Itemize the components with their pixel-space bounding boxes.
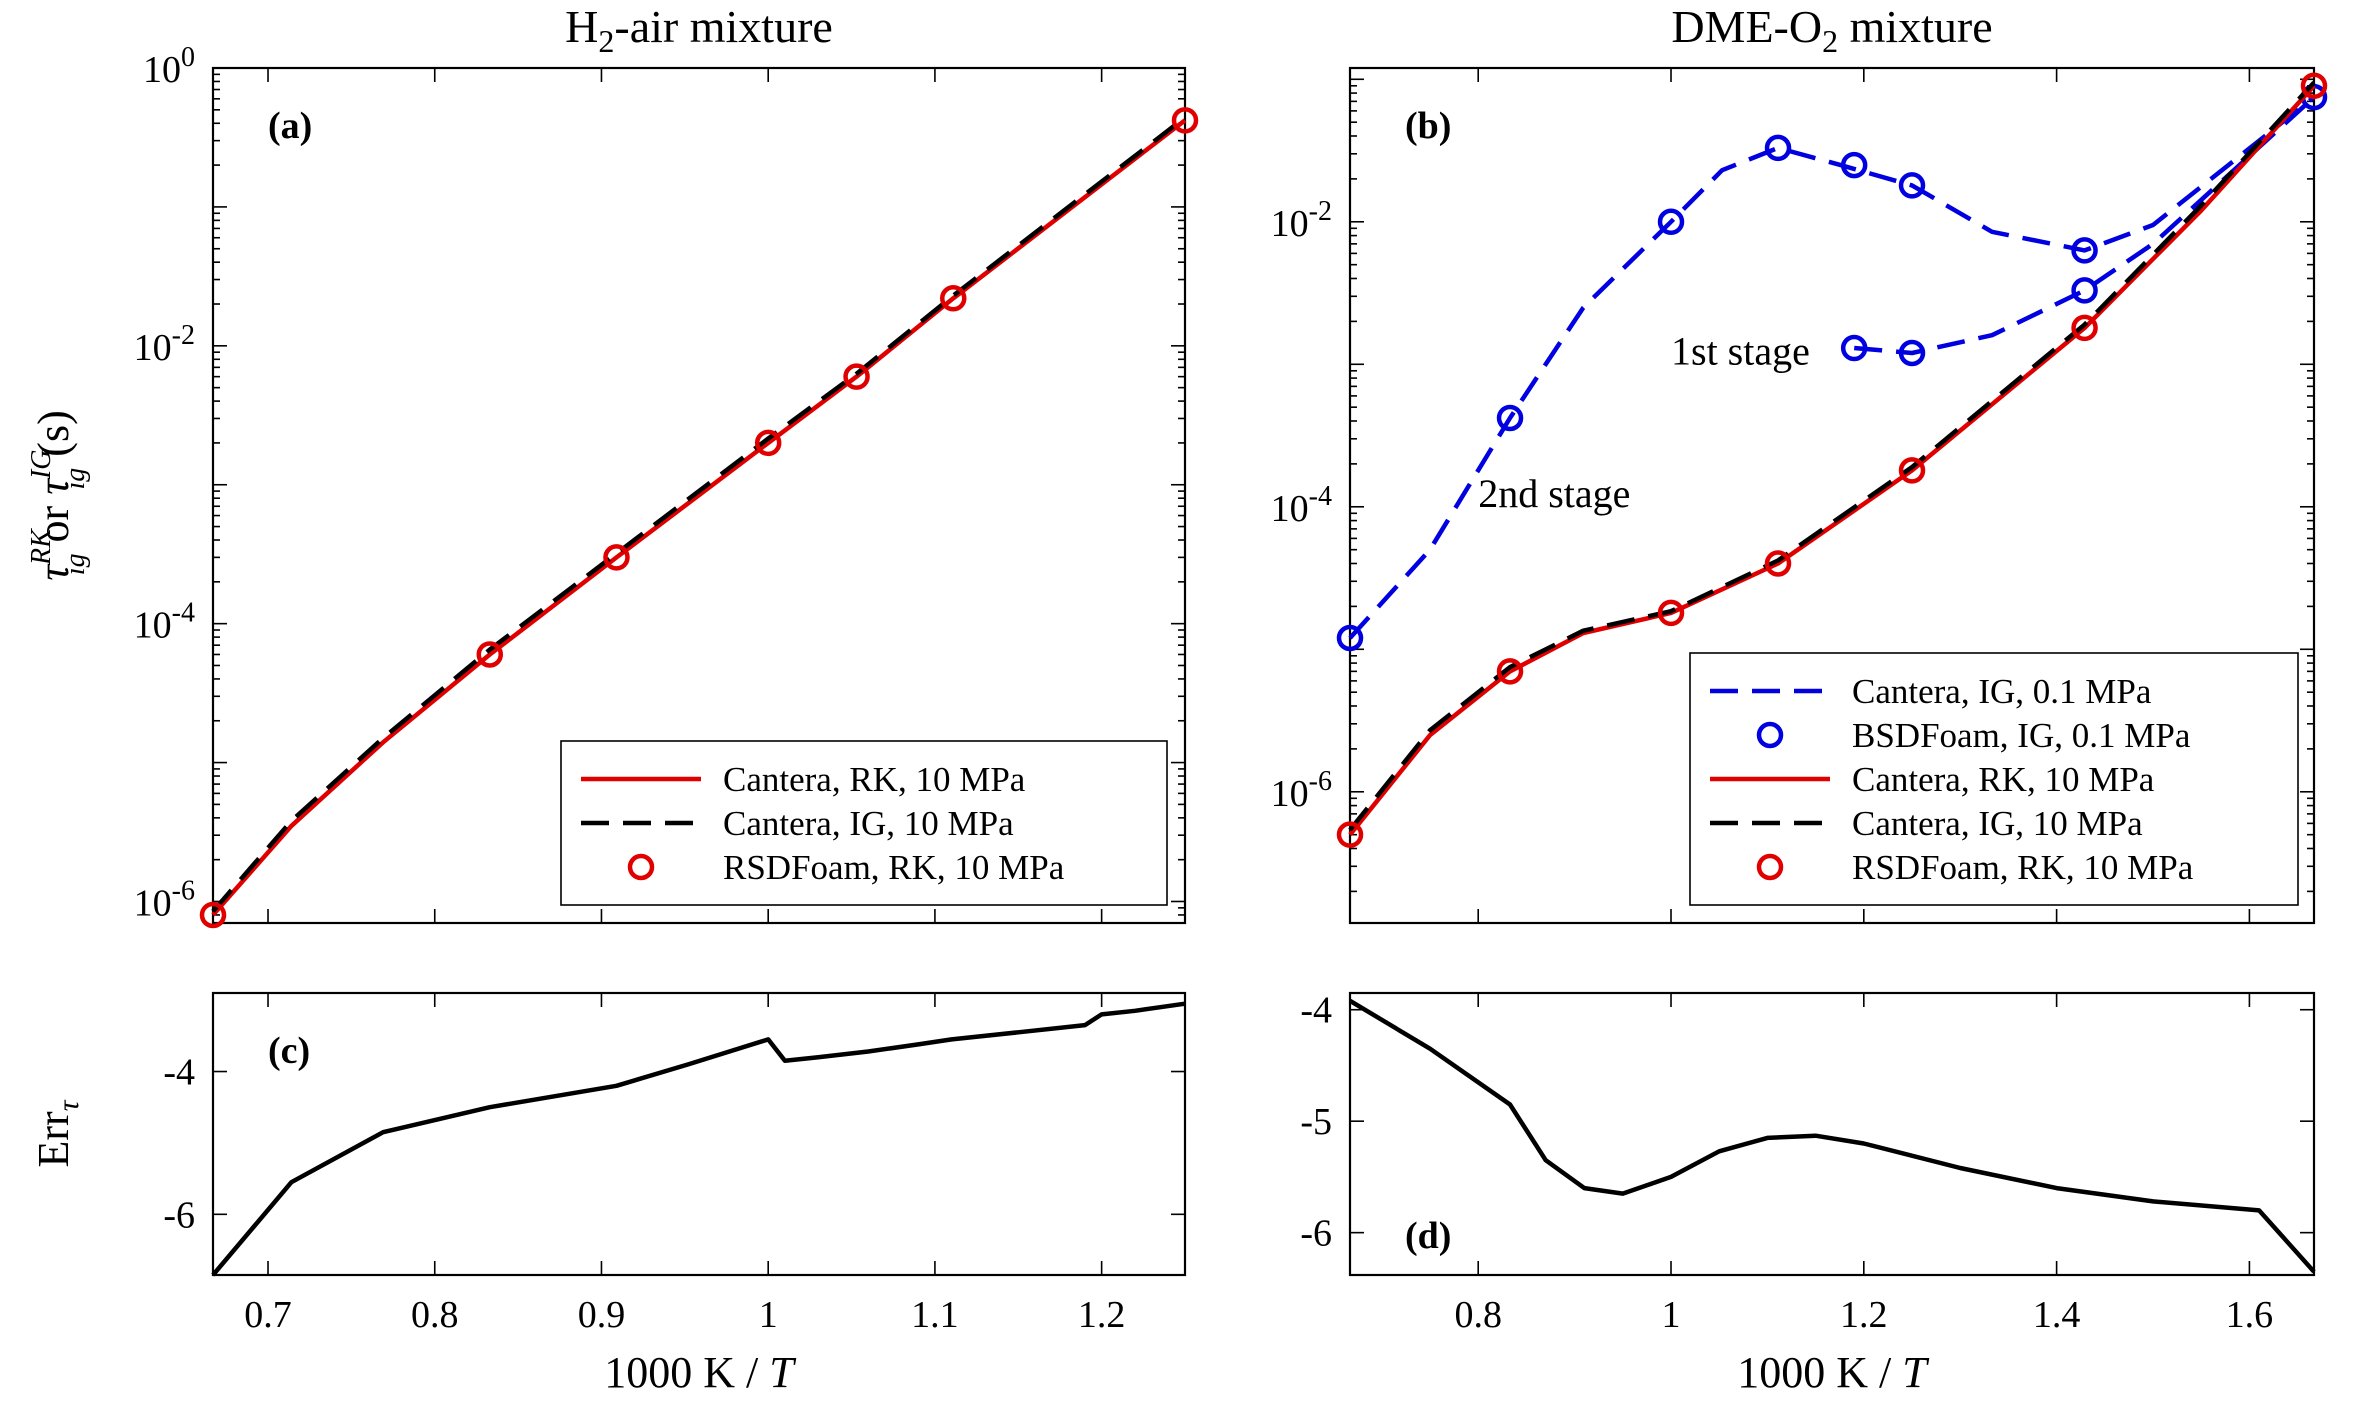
x-tick-label: 0.8 [1454, 1294, 1502, 1336]
legend-entry-label: Cantera, IG, 0.1 MPa [1852, 672, 2152, 711]
data-point [1496, 404, 1524, 432]
y-tick-label: -4 [1300, 990, 1332, 1032]
legend-box [560, 740, 1168, 906]
legend-entry-label: BSDFoam, IG, 0.1 MPa [1852, 716, 2191, 755]
data-point [1764, 134, 1792, 162]
panel-d: -6 -5 -4 0.8 1 1.2 1.4 1.6 1000 K / T (d) [1300, 990, 2316, 1397]
data-point [1336, 821, 1364, 848]
chart-title: DME-O2 mixture [1671, 1, 1992, 59]
legend-entry-label: Cantera, RK, 10 MPa [723, 760, 1026, 799]
data-point [2071, 277, 2098, 304]
data-point [1171, 107, 1199, 134]
y-axis-label: Errτ [29, 1099, 85, 1167]
series-line [211, 118, 1187, 917]
data-point [1898, 339, 1926, 367]
legend-marker [1756, 721, 1784, 749]
axes-frame [211, 991, 1187, 1277]
legend-entry-label: Cantera, IG, 10 MPa [723, 804, 1014, 843]
annotation-label: 2nd stage [1478, 471, 1630, 516]
x-tick-label: 1 [759, 1294, 778, 1336]
data-point [940, 285, 967, 312]
series-line [211, 1001, 1186, 1277]
y-tick-label: -4 [163, 1052, 195, 1094]
x-tick-label: 0.7 [244, 1294, 292, 1336]
y-tick-label: 10-2 [134, 320, 195, 369]
data-point [1898, 172, 1926, 199]
x-tick-label: 1.6 [2226, 1294, 2274, 1336]
data-point [754, 429, 782, 457]
data-point [1336, 624, 1364, 652]
legend-entry-label: RSDFoam, RK, 10 MPa [1852, 848, 2194, 887]
series-line [1348, 95, 2316, 640]
data-point [476, 641, 504, 668]
panel-b: 10-6 10-4 10-2 DME-O2 mixture (b) 1st stage 2n… [1271, 1, 2328, 925]
series-line [1348, 80, 2316, 832]
chart-layer: 10-6 10-4 10-2 100 H2-air mixture τRK ig or τI… [26, 1, 2328, 1397]
y-tick-label: 10-6 [134, 875, 195, 924]
x-axis-label: 1000 K / T [604, 1348, 797, 1397]
data-point [1840, 151, 1868, 179]
y-tick-label: 10-2 [1271, 196, 1332, 245]
data-point [2071, 237, 2098, 264]
x-tick-label: 1.1 [911, 1294, 959, 1336]
y-tick-label: 100 [143, 42, 195, 91]
panel-label: (c) [268, 1030, 310, 1072]
data-point [2071, 314, 2098, 342]
data-point [1898, 457, 1926, 484]
panel-a: 10-6 10-4 10-2 100 H2-air mixture τRK ig or τI… [26, 1, 1199, 929]
legend: Cantera, RK, 10 MPa Cantera, IG, 10 MPa RS… [560, 740, 1168, 906]
y-tick-label: -6 [163, 1194, 195, 1236]
legend-entry-label: Cantera, IG, 10 MPa [1852, 804, 2143, 843]
data-point [843, 363, 870, 390]
annotation-label: 1st stage [1671, 328, 1810, 373]
x-tick-label: 1.2 [1840, 1294, 1888, 1336]
x-tick-label: 1.2 [1078, 1294, 1126, 1336]
y-axis-label: τRK ig or τIG ig (s) [26, 410, 91, 580]
y-tick-label: -6 [1300, 1213, 1332, 1255]
data-point [1496, 658, 1524, 685]
x-tick-label: 1 [1662, 1294, 1681, 1336]
data-point [2300, 72, 2328, 100]
axes-frame [211, 66, 1187, 925]
series-line [1348, 998, 2316, 1274]
legend-entry-label: RSDFoam, RK, 10 MPa [723, 848, 1065, 887]
data-point [1764, 550, 1792, 577]
chart-title: H2-air mixture [565, 1, 833, 59]
data-point [1657, 208, 1685, 236]
y-tick-label: -5 [1300, 1101, 1332, 1143]
x-tick-label: 0.9 [578, 1294, 626, 1336]
x-axis-label: 1000 K / T [1737, 1348, 1930, 1397]
axes-frame [1348, 66, 2316, 925]
legend: Cantera, IG, 0.1 MPa BSDFoam, IG, 0.1 MPa… [1689, 652, 2299, 906]
data-point [1840, 334, 1868, 362]
data-point [1657, 599, 1685, 627]
data-point [199, 901, 227, 929]
series-line [1348, 84, 2316, 837]
axes-frame [1348, 991, 2316, 1277]
y-tick-label: 10-4 [1271, 481, 1332, 530]
panel-label: (b) [1405, 105, 1451, 147]
x-tick-label: 0.8 [411, 1294, 459, 1336]
panel-c: -6 -4 0.7 0.8 0.9 1 1.1 1.2 1000 K / T Errτ (c) [29, 991, 1187, 1397]
y-tick-label: 10-4 [134, 598, 195, 647]
data-point [603, 544, 630, 571]
legend-marker [1756, 853, 1784, 881]
x-tick-label: 1.4 [2033, 1294, 2081, 1336]
y-tick-label: 10-6 [1271, 766, 1332, 815]
legend-marker [627, 853, 655, 881]
legend-entry-label: Cantera, RK, 10 MPa [1852, 760, 2155, 799]
panel-label: (a) [268, 105, 312, 147]
panel-label: (d) [1405, 1215, 1451, 1257]
